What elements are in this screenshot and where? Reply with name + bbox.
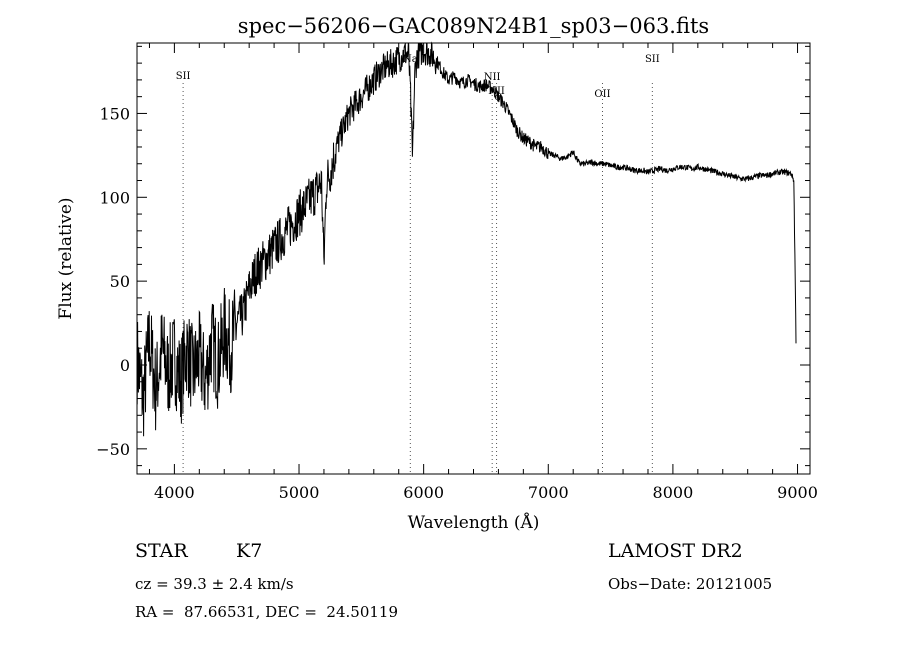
line-marker-label: NII	[484, 72, 501, 83]
line-marker-label: SII	[645, 54, 660, 65]
x-tick-label: 7000	[528, 483, 569, 502]
survey-label: LAMOST DR2	[608, 540, 743, 562]
redshift-label: cz = 39.3 ± 2.4 km/s	[135, 575, 294, 593]
y-tick-label: 100	[99, 188, 130, 207]
object-subclass: K7	[236, 540, 263, 562]
x-tick-label: 6000	[403, 483, 444, 502]
plot-frame	[136, 42, 811, 475]
spectrum-line	[136, 41, 797, 437]
x-tick-label: 9000	[777, 483, 818, 502]
x-axis-label: Wavelength (Å)	[408, 512, 540, 533]
chart-title: spec−56206−GAC089N24B1_sp03−063.fits	[238, 14, 709, 38]
y-tick-label: 150	[99, 104, 130, 123]
obs-date-label: Obs−Date: 20121005	[608, 575, 773, 593]
object-class: STAR	[135, 540, 188, 562]
x-tick-label: 8000	[653, 483, 694, 502]
line-marker-label: Na	[403, 54, 418, 65]
y-tick-label: 50	[110, 272, 130, 291]
y-axis-label: Flux (relative)	[56, 197, 76, 319]
line-marker-label: SII	[176, 71, 191, 82]
x-tick-label: 4000	[154, 483, 195, 502]
x-tick-label: 5000	[279, 483, 320, 502]
y-tick-label: −50	[96, 440, 130, 459]
coordinates-label: RA = 87.66531, DEC = 24.50119	[135, 603, 399, 621]
line-marker-label: OII	[594, 89, 610, 100]
y-tick-label: 0	[120, 356, 130, 375]
